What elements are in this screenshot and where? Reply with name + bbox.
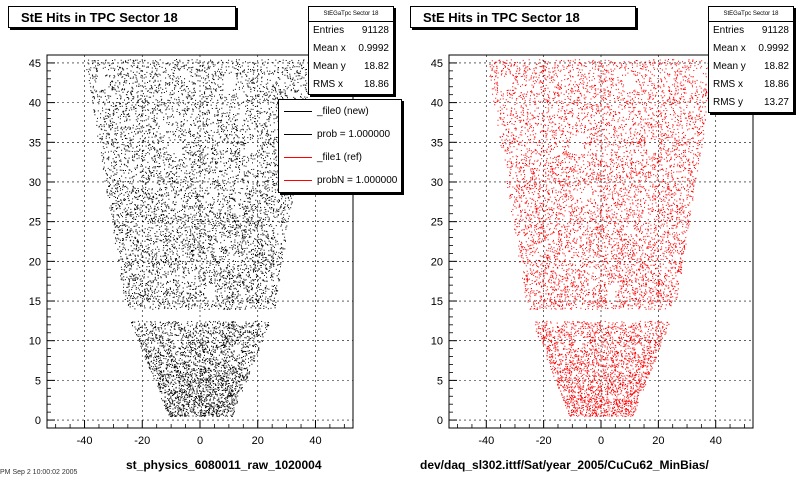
x-tick-label: 40: [309, 435, 321, 447]
stats-row: Mean x 0.9992: [313, 43, 389, 54]
x-tick-label: -20: [536, 435, 552, 447]
y-tick-label: 15: [29, 296, 41, 308]
chart-pad-new: -40 -20 0 20 40 0 5 10 15 20 25 30 35 40 45 StE Hits i…: [0, 6, 402, 476]
stats-row: Mean y 18.82: [713, 61, 789, 72]
stats-row: Entries 91128: [313, 25, 389, 36]
stats-row: RMS y 13.27: [713, 97, 789, 108]
y-tick-label: 25: [29, 217, 41, 229]
x-tick-label: 20: [252, 435, 264, 447]
y-tick-label: 20: [29, 256, 41, 268]
y-tick-label: 45: [431, 58, 443, 70]
chart-title: StE Hits in TPC Sector 18: [410, 6, 636, 28]
y-tick-label: 35: [431, 137, 443, 149]
y-tick-label: 20: [431, 256, 443, 268]
y-tick-label: 0: [437, 415, 443, 427]
x-tick-label: -40: [77, 435, 93, 447]
chart-pad-ref: -40 -20 0 20 40 0 5 10 15 20 25 30 35 40 45 StE Hits i…: [400, 0, 800, 480]
y-tick-label: 15: [431, 296, 443, 308]
y-tick-label: 30: [431, 177, 443, 189]
scatter-points: [489, 59, 715, 418]
y-tick-label: 35: [29, 137, 41, 149]
legend-entry: _file1 (ref): [279, 146, 401, 169]
stats-box: StEGaTpc Sector 18 Entries 91128 Mean x 0.…: [708, 6, 794, 113]
stats-title: StEGaTpc Sector 18: [309, 7, 393, 22]
stats-row: RMS x 18.86: [313, 79, 389, 90]
y-tick-label: 30: [29, 177, 41, 189]
legend: _file0 (new) prob = 1.000000 _file1 (ref…: [278, 99, 402, 193]
stats-row: Mean y 18.82: [313, 61, 389, 72]
scatter-points: [86, 59, 316, 418]
scatter-plot-ref: -40 -20 0 20 40 0 5 10 15 20 25 30 35 40 45: [431, 54, 754, 447]
chart-title: StE Hits in TPC Sector 18: [8, 6, 236, 28]
stats-row: Mean x 0.9992: [713, 43, 789, 54]
y-tick-label: 40: [29, 98, 41, 110]
y-tick-label: 10: [431, 336, 443, 348]
y-tick-label: 40: [431, 98, 443, 110]
stats-row: Entries 91128: [713, 25, 789, 36]
x-tick-label: 0: [197, 435, 203, 447]
legend-entry: probN = 1.000000: [279, 169, 401, 192]
x-tick-label: 40: [710, 435, 722, 447]
y-tick-label: 10: [29, 336, 41, 348]
y-tick-label: 0: [35, 415, 41, 427]
x-tick-label: 0: [598, 435, 604, 447]
y-tick-label: 45: [29, 58, 41, 70]
scatter-plot-new: -40 -20 0 20 40 0 5 10 15 20 25 30 35 40 45: [29, 54, 354, 447]
legend-entry: prob = 1.000000: [279, 123, 401, 146]
x-axis-label: dev/daq_sl302.ittf/Sat/year_2005/CuCu62_…: [420, 458, 709, 472]
y-tick-label: 5: [437, 375, 443, 387]
x-tick-label: 20: [652, 435, 664, 447]
stats-title: StEGaTpc Sector 18: [709, 7, 793, 22]
stats-row: RMS x 18.86: [713, 79, 789, 90]
stats-box: StEGaTpc Sector 18 Entries 91128 Mean x 0.…: [308, 6, 394, 95]
x-axis-label: st_physics_6080011_raw_1020004: [126, 458, 322, 472]
x-tick-label: -20: [134, 435, 150, 447]
y-tick-label: 5: [35, 375, 41, 387]
timestamp-label: PM Sep 2 10:00:02 2005: [0, 469, 78, 476]
legend-entry: _file0 (new): [279, 100, 401, 123]
x-tick-label: -40: [478, 435, 494, 447]
y-tick-label: 25: [431, 217, 443, 229]
